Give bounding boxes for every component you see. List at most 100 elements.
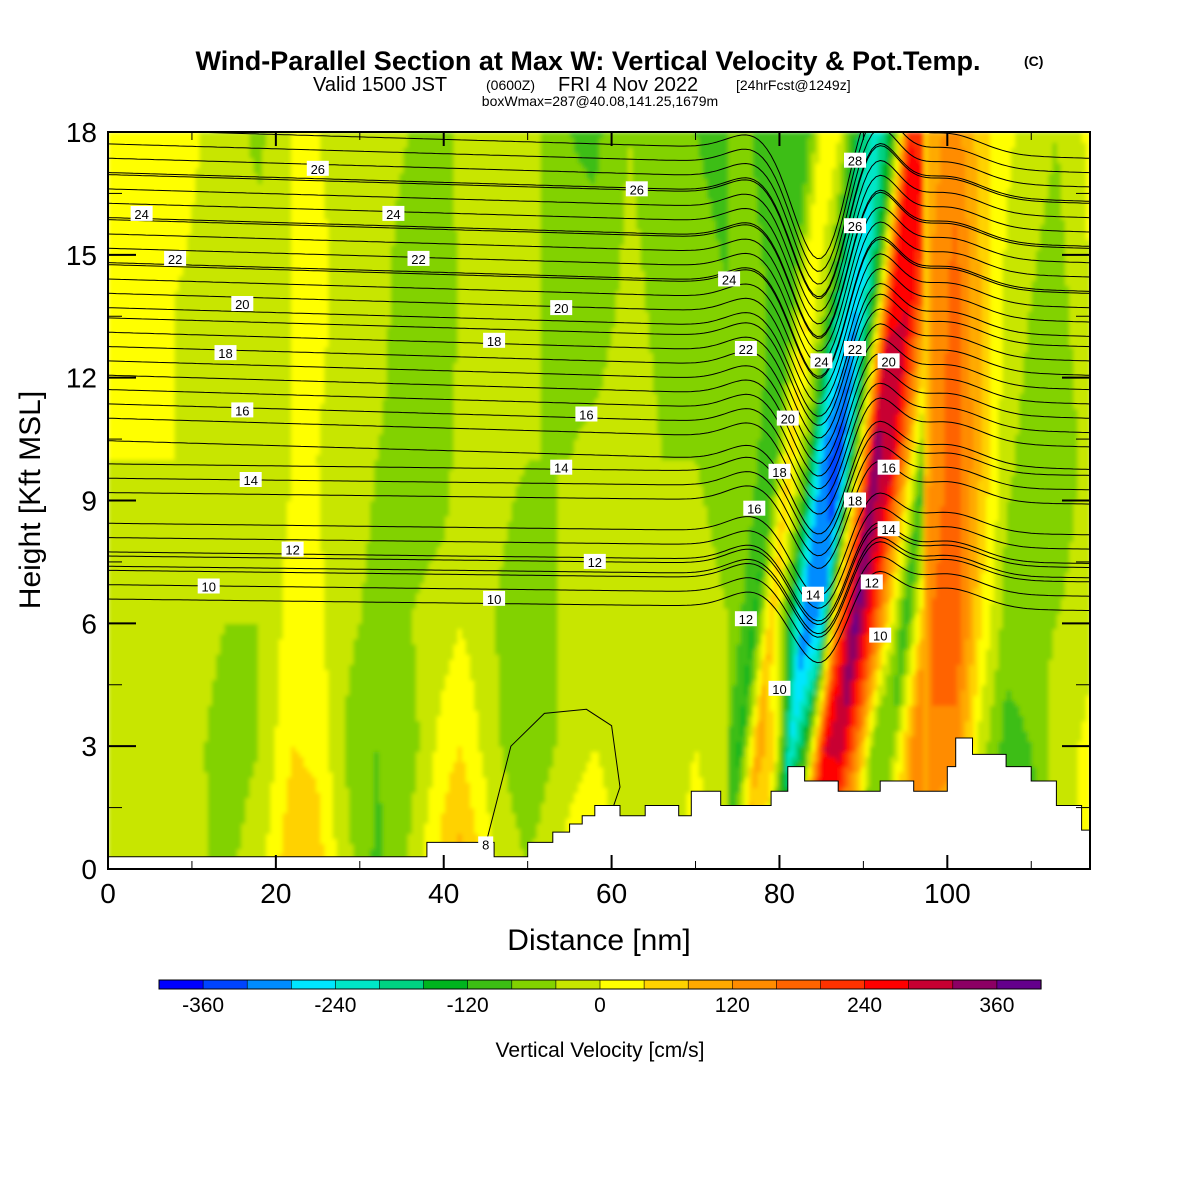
field-cell bbox=[578, 802, 584, 809]
field-cell bbox=[320, 833, 326, 839]
field-cell bbox=[840, 787, 846, 793]
field-cell bbox=[636, 797, 642, 804]
field-cell bbox=[112, 812, 118, 819]
field-cell bbox=[594, 787, 600, 793]
field-cell bbox=[1031, 771, 1037, 778]
field-cell bbox=[415, 792, 421, 798]
field-cell bbox=[212, 807, 217, 814]
field-cell bbox=[395, 807, 400, 814]
field-cell bbox=[690, 782, 696, 788]
field-cell bbox=[1085, 771, 1090, 778]
field-cell bbox=[748, 792, 754, 798]
field-cell bbox=[503, 792, 509, 798]
field-cell bbox=[382, 802, 388, 809]
field-cell bbox=[232, 828, 238, 834]
field-cell bbox=[182, 787, 188, 793]
field-cell bbox=[561, 802, 567, 809]
field-cell bbox=[216, 848, 222, 855]
field-cell bbox=[128, 838, 134, 845]
field-cell bbox=[461, 817, 467, 824]
field-cell bbox=[141, 771, 147, 778]
field-cell bbox=[524, 792, 529, 798]
field-cell bbox=[578, 807, 584, 814]
field-cell bbox=[619, 771, 625, 778]
field-cell bbox=[174, 843, 180, 850]
field-cell bbox=[603, 776, 609, 783]
field-cell bbox=[636, 792, 642, 798]
field-cell bbox=[524, 838, 529, 845]
field-cell bbox=[869, 766, 875, 773]
field-cell bbox=[390, 782, 396, 788]
field-cell bbox=[216, 756, 222, 763]
field-cell bbox=[736, 797, 742, 804]
field-cell bbox=[324, 828, 330, 834]
field-cell bbox=[927, 766, 933, 773]
field-cell bbox=[332, 828, 338, 834]
field-cell bbox=[482, 822, 488, 829]
field-cell bbox=[341, 792, 346, 798]
field-cell bbox=[470, 812, 475, 819]
field-cell bbox=[195, 787, 201, 793]
field-cell bbox=[636, 761, 642, 768]
field-cell bbox=[336, 843, 342, 850]
field-cell bbox=[166, 822, 172, 829]
field-cell bbox=[270, 802, 276, 809]
field-cell bbox=[719, 787, 725, 793]
field-cell bbox=[1077, 771, 1083, 778]
field-cell bbox=[157, 766, 163, 773]
field-cell bbox=[495, 848, 500, 855]
field-cell bbox=[187, 802, 192, 809]
field-cell bbox=[282, 802, 288, 809]
field-cell bbox=[353, 776, 359, 783]
field-cell bbox=[320, 822, 326, 829]
field-cell bbox=[324, 812, 330, 819]
field-cell bbox=[224, 782, 230, 788]
field-cell bbox=[108, 761, 113, 768]
field-cell bbox=[170, 807, 176, 814]
field-cell bbox=[207, 802, 213, 809]
field-cell bbox=[407, 843, 413, 850]
field-cell bbox=[128, 807, 134, 814]
field-cell bbox=[707, 782, 713, 788]
field-cell bbox=[249, 802, 255, 809]
field-cell bbox=[540, 792, 546, 798]
field-cell bbox=[370, 848, 375, 855]
field-cell bbox=[178, 756, 184, 763]
field-cell bbox=[212, 812, 217, 819]
field-cell bbox=[540, 817, 546, 824]
field-cell bbox=[578, 812, 584, 819]
field-cell bbox=[311, 802, 317, 809]
field-cell bbox=[174, 787, 180, 793]
field-cell bbox=[773, 761, 779, 768]
field-cell bbox=[253, 797, 259, 804]
field-cell bbox=[719, 761, 725, 768]
field-cell bbox=[336, 848, 342, 855]
field-cell bbox=[170, 792, 176, 798]
field-cell bbox=[1077, 761, 1083, 768]
field-cell bbox=[877, 771, 883, 778]
field-cell bbox=[370, 807, 375, 814]
field-cell bbox=[532, 833, 538, 839]
field-cell bbox=[270, 822, 276, 829]
field-cell bbox=[915, 776, 921, 783]
field-cell bbox=[415, 807, 421, 814]
field-cell bbox=[178, 802, 184, 809]
field-cell bbox=[565, 812, 571, 819]
field-cell bbox=[557, 776, 563, 783]
field-cell bbox=[191, 761, 197, 768]
field-cell bbox=[424, 761, 430, 768]
field-cell bbox=[453, 761, 459, 768]
field-cell bbox=[1015, 761, 1020, 768]
field-cell bbox=[270, 761, 276, 768]
field-cell bbox=[195, 782, 201, 788]
field-cell bbox=[212, 822, 217, 829]
field-cell bbox=[249, 787, 255, 793]
field-cell bbox=[927, 771, 933, 778]
field-cell bbox=[120, 833, 126, 839]
field-cell bbox=[162, 771, 167, 778]
field-cell bbox=[128, 802, 134, 809]
field-cell bbox=[648, 792, 654, 798]
chart-subtitle: Valid 1500 JST (0600Z) FRI 4 Nov 2022 [2… bbox=[313, 74, 851, 96]
field-cell bbox=[653, 761, 658, 768]
field-cell bbox=[1048, 766, 1054, 773]
